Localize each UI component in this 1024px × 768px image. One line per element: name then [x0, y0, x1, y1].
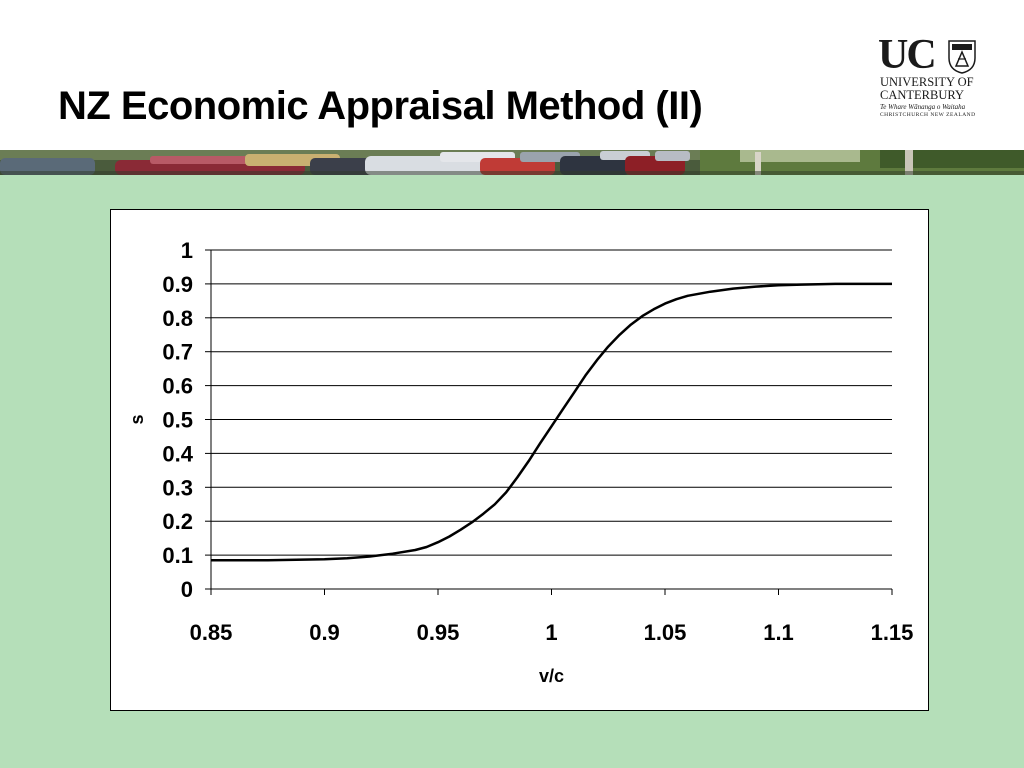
y-tick-label-0.9: 0.9: [162, 272, 193, 297]
x-tick-label-0.85: 0.85: [190, 620, 233, 645]
series-line-1: [211, 282, 892, 562]
x-tick-label-0.95: 0.95: [417, 620, 460, 645]
line-chart: 0 0.1 0.2 0.3 0.4 0.5 0.6 0.7 0.8 0.9 1 0.85 0.9 0.9…: [127, 238, 914, 686]
logo-line-3: Te Whare Wānanga o Waitaha: [880, 103, 966, 111]
chart-container: 0 0.1 0.2 0.3 0.4 0.5 0.6 0.7 0.8 0.9 1 0.85 0.9 0.9…: [110, 209, 929, 711]
x-tick-label-1.1: 1.1: [763, 620, 794, 645]
gridlines: [211, 249, 892, 556]
series-group: [211, 282, 892, 562]
y-tick-label-0.2: 0.2: [162, 509, 193, 534]
y-tick-label-0.5: 0.5: [162, 408, 193, 433]
y-tick-label-0.1: 0.1: [162, 543, 193, 568]
y-tick-label-0: 0: [181, 577, 193, 602]
x-tick-labels: 0.85 0.9 0.95 1 1.05 1.1 1.15: [190, 620, 914, 645]
x-tick-label-0.9: 0.9: [309, 620, 340, 645]
y-tick-label-0.8: 0.8: [162, 306, 193, 331]
y-tick-label-0.3: 0.3: [162, 475, 193, 500]
logo-line-2: CANTERBURY: [880, 88, 965, 102]
traffic-photo-strip: [0, 150, 1024, 175]
y-tick-labels: 0 0.1 0.2 0.3 0.4 0.5 0.6 0.7 0.8 0.9 1: [162, 238, 193, 602]
university-logo: UC UNIVERSITY OF CANTERBURY Te Whare Wān…: [876, 34, 986, 120]
traffic-photo-image: [0, 150, 1024, 175]
slide-title: NZ Economic Appraisal Method (II): [58, 84, 703, 128]
y-tick-label-0.4: 0.4: [162, 441, 193, 466]
x-tick-label-1.05: 1.05: [644, 620, 687, 645]
x-axis-label: v/c: [539, 666, 564, 686]
logo-mark: UC: [878, 32, 937, 78]
logo-line-4: CHRISTCHURCH NEW ZEALAND: [880, 112, 976, 118]
y-tick-label-0.6: 0.6: [162, 374, 193, 399]
slide-header: NZ Economic Appraisal Method (II) UC UNI…: [0, 0, 1024, 150]
crest-icon: [948, 40, 976, 74]
x-tick-label-1: 1: [545, 620, 557, 645]
y-axis-label: s: [127, 414, 147, 424]
logo-line-1: UNIVERSITY OF: [880, 75, 974, 89]
x-tick-label-1.15: 1.15: [871, 620, 914, 645]
y-tick-label-0.7: 0.7: [162, 340, 193, 365]
axes: [205, 249, 893, 595]
y-tick-label-1: 1: [181, 238, 193, 263]
